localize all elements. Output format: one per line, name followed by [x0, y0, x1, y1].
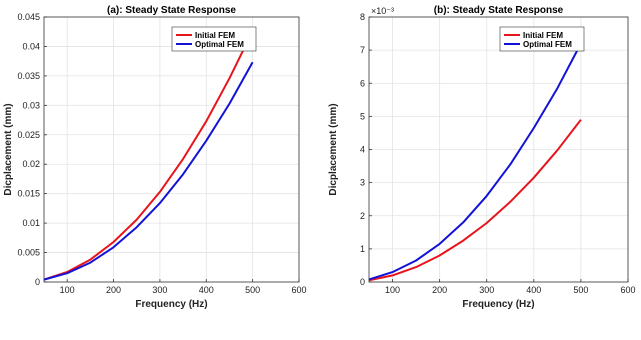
series-line-initial-fem	[43, 30, 254, 281]
x-tick-label: 100	[385, 285, 400, 295]
chart-title: (a): Steady State Response	[107, 5, 236, 16]
y-axis-label: Dicplacement (mm)	[328, 103, 339, 195]
y-tick-label: 8	[360, 12, 365, 22]
y-tick-label: 0.01	[22, 218, 40, 228]
y-tick-label: 3	[360, 178, 365, 188]
series-line-optimal-fem	[43, 61, 254, 281]
chart-title: (b): Steady State Response	[434, 5, 564, 16]
y-tick-label: 0	[360, 277, 365, 287]
y-tick-label: 5	[360, 111, 365, 121]
x-axis-label: Frequency (Hz)	[462, 299, 534, 310]
y-tick-label: 0.04	[22, 41, 40, 51]
x-tick-label: 600	[291, 285, 306, 295]
legend-label: Initial FEM	[523, 31, 563, 40]
x-tick-label: 200	[106, 285, 121, 295]
x-tick-label: 400	[526, 285, 541, 295]
x-tick-label: 500	[573, 285, 588, 295]
legend-label: Initial FEM	[195, 31, 235, 40]
y-tick-label: 0.035	[17, 71, 40, 81]
x-tick-label: 600	[620, 285, 635, 295]
x-tick-label: 200	[432, 285, 447, 295]
y-tick-label: 0.045	[17, 12, 40, 22]
y-axis-label: Dicplacement (mm)	[3, 103, 14, 195]
y-tick-label: 7	[360, 45, 365, 55]
y-tick-label: 0.03	[22, 100, 40, 110]
y-tick-label: 2	[360, 211, 365, 221]
y-tick-label: 0.02	[22, 159, 40, 169]
y-tick-label: 1	[360, 244, 365, 254]
legend-label: Optimal FEM	[523, 40, 572, 49]
x-tick-label: 500	[245, 285, 260, 295]
x-tick-label: 400	[199, 285, 214, 295]
y-tick-label: 6	[360, 78, 365, 88]
x-tick-label: 100	[60, 285, 75, 295]
y-tick-label: 0.025	[17, 130, 40, 140]
legend-label: Optimal FEM	[195, 40, 244, 49]
y-exponent-label: ×10⁻³	[371, 6, 394, 16]
chart-panel-b: 100 200 300 400 500 600 0 1 2 3 4 5 6 7 8 ×10⁻³ (b): Ste…	[328, 5, 636, 310]
chart-panel-a: 100 200 300 400 500 600 0 0.005 0.01 0.015 0.02 0.0…	[3, 5, 307, 310]
series-line-optimal-fem	[368, 43, 582, 281]
plot-area-border	[43, 16, 300, 283]
x-tick-label: 300	[152, 285, 167, 295]
series-line-initial-fem	[368, 119, 582, 282]
y-tick-label: 0	[35, 277, 40, 287]
x-axis-label: Frequency (Hz)	[135, 299, 207, 310]
y-tick-label: 4	[360, 145, 365, 155]
legend-box	[171, 26, 257, 52]
y-tick-label: 0.005	[17, 248, 40, 258]
legend-box	[499, 26, 585, 52]
x-tick-label: 300	[479, 285, 494, 295]
y-tick-label: 0.015	[17, 189, 40, 199]
